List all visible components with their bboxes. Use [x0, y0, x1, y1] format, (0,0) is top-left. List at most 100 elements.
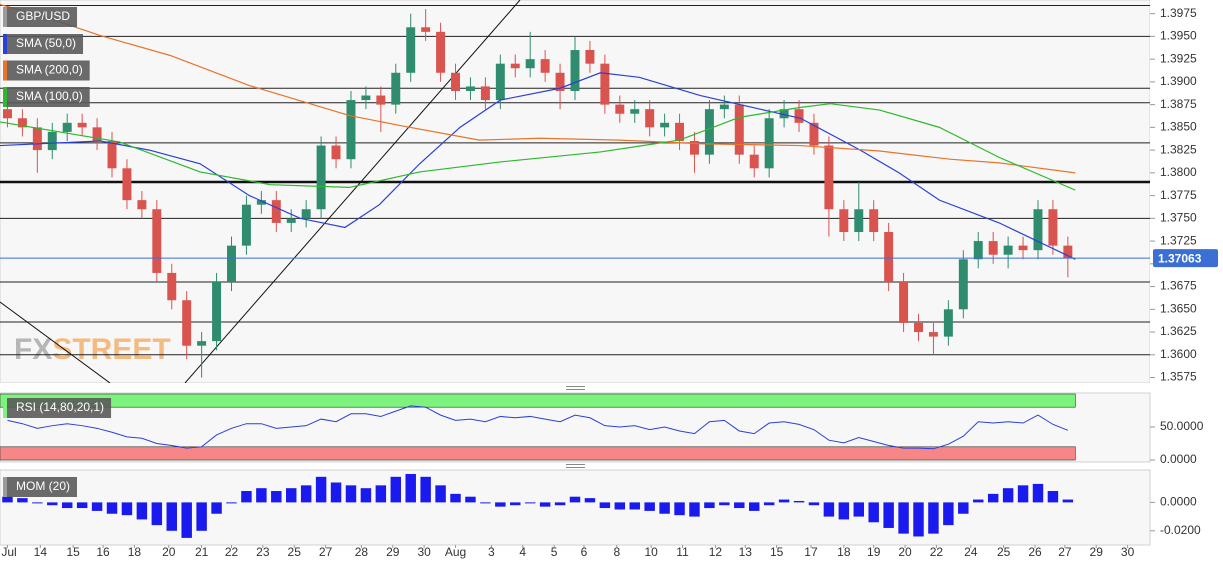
candle-body [824, 145, 834, 210]
candle-body [316, 145, 326, 210]
x-tick-label: 19 [867, 545, 881, 559]
mom-bar [121, 502, 133, 516]
mom-bar [973, 499, 984, 503]
y-tick-label: 1.3750 [1160, 211, 1197, 225]
candle-body [182, 300, 192, 346]
mom-bar [360, 488, 372, 503]
x-tick-label: 20 [898, 545, 912, 559]
y-tick-label: 1.3675 [1160, 279, 1197, 293]
y-tick-label: 0.0000 [1160, 495, 1197, 509]
y-tick-label: 1.3925 [1160, 51, 1197, 65]
mom-bar [584, 498, 596, 503]
candle-body [973, 241, 983, 260]
x-tick-label: 16 [96, 545, 110, 559]
x-tick-label: 30 [417, 545, 431, 559]
mom-bar [987, 493, 999, 503]
x-tick-label: 30 [1121, 545, 1135, 559]
mom-bar [898, 502, 909, 534]
mom-bar [91, 502, 103, 511]
mom-bar [569, 496, 581, 503]
candle-body [779, 109, 789, 119]
legend-item: SMA (100,0) [3, 87, 90, 107]
band [0, 446, 1076, 461]
candle-body [256, 200, 266, 205]
legend-label: SMA (200,0) [16, 63, 83, 77]
legend-box [3, 477, 77, 497]
y-tick-label: 1.3575 [1160, 370, 1197, 384]
candle-body [286, 218, 296, 223]
legend-item: SMA (50,0) [3, 34, 84, 54]
mom-bar [286, 488, 297, 503]
x-tick-label: 29 [386, 545, 400, 559]
panel [0, 392, 1151, 463]
candle-body [47, 131, 57, 151]
mom-bar [465, 496, 476, 503]
candle-body [690, 141, 699, 155]
candle-body [1063, 245, 1073, 259]
candle-body [1018, 245, 1028, 251]
y-tick-label: -0.0200 [1160, 523, 1201, 537]
mom-bar [958, 502, 969, 514]
legend-label: SMA (50,0) [16, 36, 76, 50]
candle-body [615, 104, 625, 114]
x-tick-label: 15 [67, 545, 81, 559]
candle-body [451, 72, 460, 91]
mom-bar [166, 502, 177, 531]
mom-bar [539, 502, 551, 507]
candle-body [301, 209, 311, 219]
trend-line [0, 301, 111, 383]
mom-bar [763, 502, 775, 506]
candle-body [62, 122, 72, 132]
mom-bar [76, 502, 88, 509]
candle-body [361, 95, 371, 101]
legend-swatch [3, 34, 7, 54]
legend-label: GBP/USD [16, 9, 70, 23]
candle-body [197, 341, 207, 346]
mom-bar [106, 502, 118, 514]
candle-body [465, 86, 475, 91]
legend-box [3, 398, 112, 418]
mom-bar [734, 502, 745, 509]
mom-bar [719, 502, 730, 506]
mom-bar [375, 485, 387, 503]
candle-body [660, 122, 670, 128]
mom-bar [196, 502, 207, 531]
mom-bar [1062, 499, 1074, 503]
candle-body [1033, 209, 1043, 251]
candle-body [17, 118, 27, 128]
x-tick-label: 3 [488, 545, 495, 559]
candle-body [376, 95, 386, 105]
mom-bar [241, 491, 252, 503]
mom-bar [315, 476, 327, 503]
y-tick-label: 1.3650 [1160, 301, 1197, 315]
mom-bar [2, 496, 13, 503]
candle-body [227, 245, 236, 283]
mom-bar [838, 502, 850, 520]
candle-body [914, 322, 923, 333]
mom-bar [928, 502, 939, 534]
candle-body [495, 63, 505, 101]
y-tick-label: 1.3800 [1160, 165, 1197, 179]
candle-body [899, 282, 909, 323]
candle-body [704, 109, 714, 155]
mom-bar [17, 498, 28, 503]
x-tick-label: 17 [804, 545, 818, 559]
legend-item: GBP/USD [3, 7, 78, 27]
mom-bar [1002, 488, 1014, 503]
candle-body [137, 200, 147, 210]
sma-line [0, 3, 1076, 174]
candle-body [749, 154, 759, 169]
x-tick-label: 10 [644, 545, 658, 559]
mom-bar [1047, 491, 1059, 503]
x-tick-label: 18 [128, 545, 142, 559]
candle-body [2, 109, 12, 119]
mom-bar [420, 476, 431, 503]
legend-swatch [3, 7, 7, 27]
legend-swatch [3, 398, 7, 418]
legend-swatch [3, 60, 7, 81]
y-tick-label: 1.3875 [1160, 97, 1197, 111]
candle-body [152, 209, 162, 273]
mom-bar [61, 502, 73, 509]
legend-box [3, 60, 90, 81]
candle-body [540, 59, 550, 73]
